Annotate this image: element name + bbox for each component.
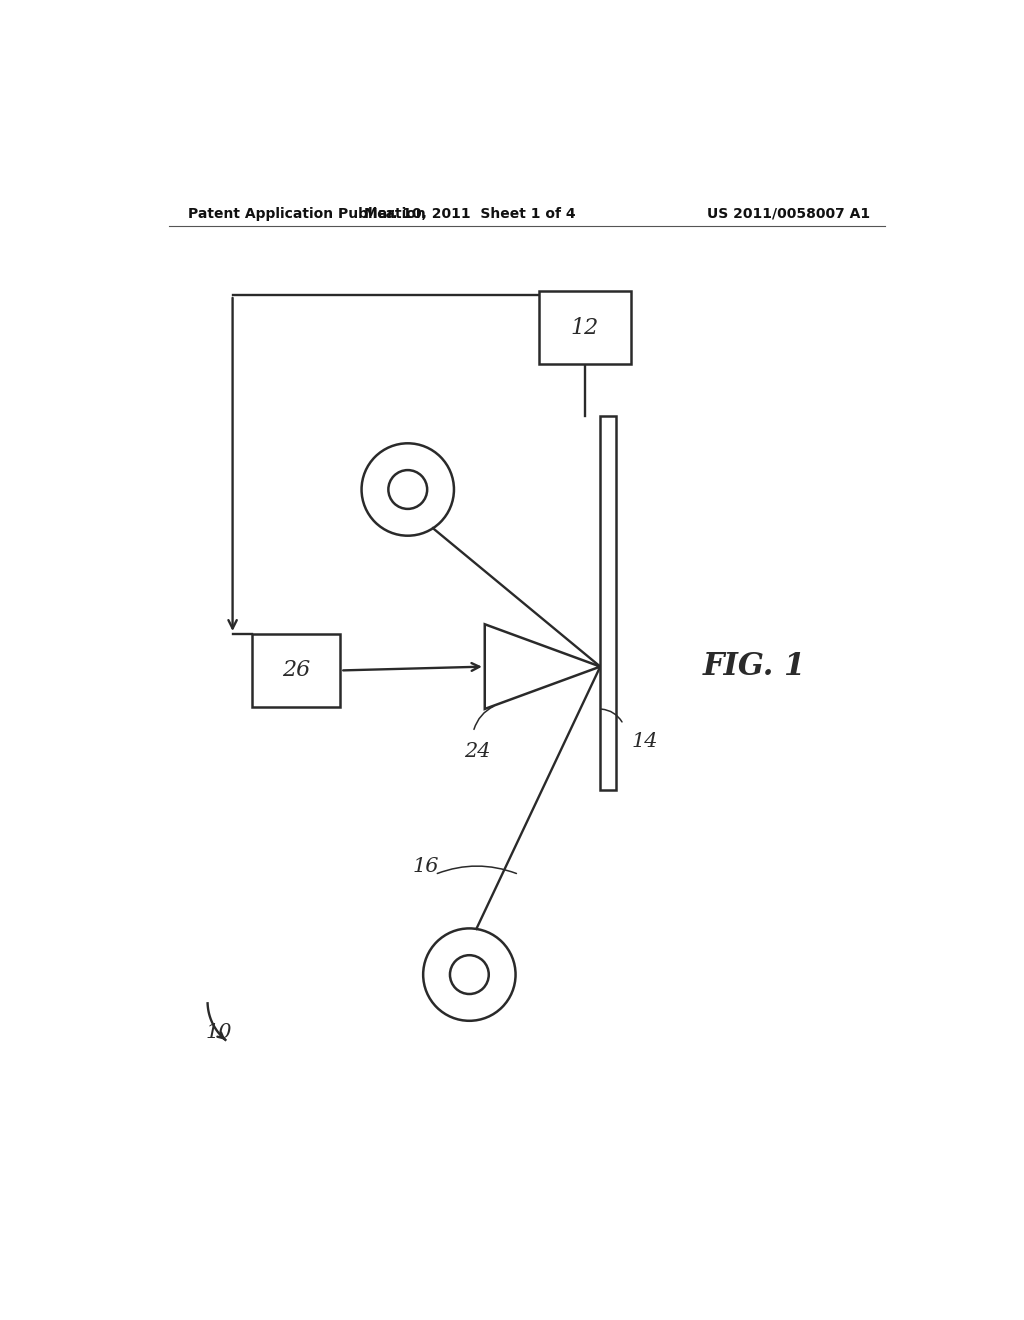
Text: Patent Application Publication: Patent Application Publication xyxy=(188,207,426,220)
Text: 16: 16 xyxy=(412,857,438,876)
Text: Mar. 10, 2011  Sheet 1 of 4: Mar. 10, 2011 Sheet 1 of 4 xyxy=(364,207,575,220)
Text: 12: 12 xyxy=(570,317,599,339)
Text: 26: 26 xyxy=(282,660,310,681)
Bar xyxy=(539,292,631,364)
Text: 24: 24 xyxy=(464,742,490,762)
Bar xyxy=(252,634,340,708)
Bar xyxy=(600,416,615,789)
Text: 14: 14 xyxy=(631,733,657,751)
Text: FIG. 1: FIG. 1 xyxy=(702,651,806,682)
Text: US 2011/0058007 A1: US 2011/0058007 A1 xyxy=(707,207,869,220)
Text: 10: 10 xyxy=(206,1023,232,1041)
